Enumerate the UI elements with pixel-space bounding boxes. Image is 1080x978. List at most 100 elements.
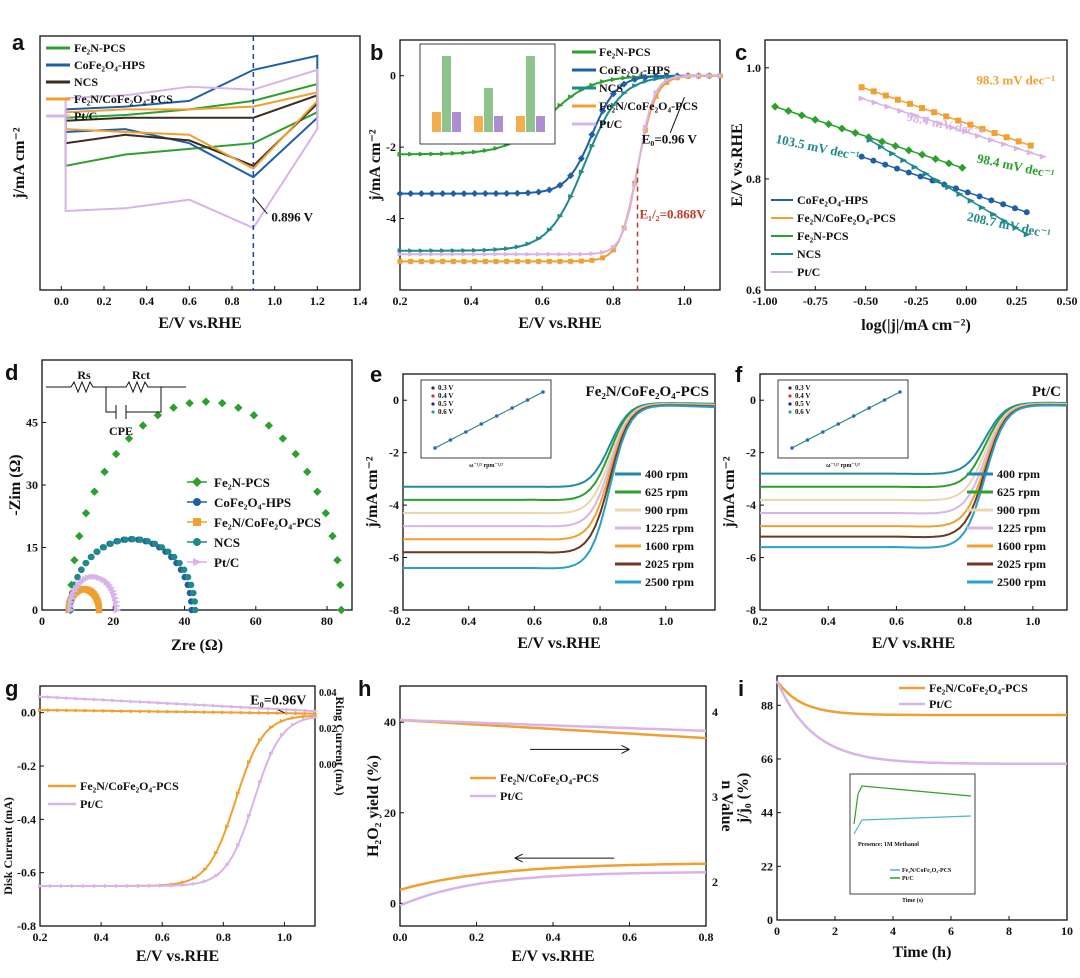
lsv-marker-NCS <box>408 248 415 254</box>
rrde-ring-marker-Fe₂N/CoFe₂O₄-PCS <box>120 709 126 714</box>
stab-inset-annotation: Presence: 1M Methanol <box>858 842 919 848</box>
lsv-marker-NCS <box>461 248 468 254</box>
rrde-ring-marker-Pt/C <box>294 708 300 713</box>
rrde-disk-marker-Pt/C <box>82 883 87 888</box>
rrde-ylabel2: Ring Current (mA) <box>333 696 347 795</box>
eis-point-Fe₂N-PCS <box>333 555 342 565</box>
rrde-disk-marker-Pt/C <box>203 879 208 884</box>
stab-ytick-label: 0 <box>767 913 773 927</box>
tafel-ytick-label: 0.6 <box>746 283 761 297</box>
tafel-point-Pt/C <box>1026 149 1034 156</box>
lsv-marker-Fe₂N-PCS <box>429 151 436 157</box>
lsv-legend-label: NCS <box>599 81 623 95</box>
cv-arrow <box>252 196 268 215</box>
eis-point-Pt/C <box>113 606 122 614</box>
rde-f-title: Pt/C <box>1032 384 1061 400</box>
tafel-point-NCS <box>967 197 975 204</box>
panel-label-c: c <box>735 40 748 65</box>
rrde-legend-label: Fe₂N/CoFe₂O₄-PCS <box>80 779 179 793</box>
eis-legend-label: Pt/C <box>214 555 239 570</box>
rde-e-legend-label: 625 rpm <box>645 485 688 499</box>
rde-e-inset-xlabel: ω⁻¹/² rpm⁻¹/² <box>469 463 503 469</box>
eis-point-NCS <box>187 581 195 589</box>
rde-f-xtick-label: 0.2 <box>753 614 768 628</box>
stab-xtick-label: 6 <box>948 924 954 938</box>
h2o2-arrow-left <box>514 853 615 863</box>
eis-legend-label: Fe₂N/CoFe₂O₄-PCS <box>214 515 321 530</box>
lsv-xtick-label: 0.2 <box>393 294 408 308</box>
lsv-marker-Fe₂N/CoFe₂O₄-PCS <box>397 258 403 264</box>
lsv-marker-Pt/C <box>450 251 457 257</box>
tafel-legend-label: NCS <box>797 247 821 261</box>
tafel-point-CoFe₂O₄-HPS <box>905 169 912 176</box>
rrde-ring-marker-Fe₂N/CoFe₂O₄-PCS <box>276 711 282 716</box>
eis-point-NCS <box>107 540 114 547</box>
tafel-point-CoFe₂O₄-HPS <box>1011 205 1018 212</box>
rde-f-inset-legend-label: 0.6 V <box>795 408 810 416</box>
lsv-xlabel: E/V vs.RHE <box>518 315 601 332</box>
h2o2-ytick-label: 40 <box>384 715 396 729</box>
rrde-ring-marker-Fe₂N/CoFe₂O₄-PCS <box>313 711 318 716</box>
rrde-ring-marker-Pt/C <box>138 699 144 704</box>
rrde-ring-marker-Fe₂N/CoFe₂O₄-PCS <box>56 708 62 713</box>
rde-f-legend-label: 900 rpm <box>997 503 1040 517</box>
rde-e-xtick-label: 0.6 <box>527 614 542 628</box>
lsv-marker-Pt/C <box>472 251 479 257</box>
lsv-frame <box>399 39 721 291</box>
rrde-ring-marker-Pt/C <box>303 708 309 713</box>
rrde-disk-marker-Pt/C <box>269 751 274 756</box>
rde-e-legend-label: 400 rpm <box>645 467 688 481</box>
eis-point-NCS <box>94 548 101 555</box>
eis-legend-label: CoFe₂O₄-HPS <box>214 495 291 510</box>
lsv-marker-Fe₂N-PCS <box>568 94 575 100</box>
rrde-ring-marker-Pt/C <box>258 706 263 711</box>
rrde-disk-marker-Fe₂N/CoFe₂O₄-PCS <box>203 867 208 872</box>
rrde-disk-marker-Fe₂N/CoFe₂O₄-PCS <box>291 715 296 720</box>
rrde-xtick-label: 0.2 <box>33 930 48 944</box>
rde-e-ylabel: j/mA cm⁻² <box>364 456 381 529</box>
rrde-ring-marker-Pt/C <box>102 698 108 703</box>
tafel-point-CoFe₂O₄-HPS <box>976 193 983 200</box>
lsv-legend-label: Fe₂N-PCS <box>599 45 651 59</box>
rrde-ring-marker-Pt/C <box>221 704 227 709</box>
rde-f-inset-xlabel: ω⁻¹/² rpm⁻¹/² <box>826 463 860 469</box>
tafel-point-Pt/C <box>988 137 996 143</box>
stab-xtick-label: 4 <box>890 924 896 938</box>
panel-label-i: i <box>738 676 745 701</box>
rrde-y2tick-label: 0.02 <box>319 724 337 735</box>
stab-ytick-label: 66 <box>761 752 773 766</box>
lsv-marker-Fe₂N/CoFe₂O₄-PCS <box>557 258 563 264</box>
rde-e-inset-point <box>448 438 453 442</box>
cv-xtick-label: 1.4 <box>353 294 368 308</box>
rrde-disk-marker-Pt/C <box>280 732 285 737</box>
rrde-e0-label: E₀=0.96V <box>250 694 306 709</box>
lsv-marker-Fe₂N/CoFe₂O₄-PCS <box>504 258 510 264</box>
lsv-marker-Fe₂N/CoFe₂O₄-PCS <box>514 258 520 264</box>
eis-xtick-label: 40 <box>179 614 191 628</box>
lsv-marker-Fe₂N/CoFe₂O₄-PCS <box>653 93 659 99</box>
rde-e-xtick-label: 0.8 <box>593 614 608 628</box>
stab-xlabel: Time (h) <box>893 944 952 961</box>
cv-legend-label: CoFe₂O₄-HPS <box>74 58 146 72</box>
eis-circuit-label: Rs <box>77 368 91 382</box>
eis-point-Fe₂N-PCS <box>185 398 194 408</box>
lsv-ytick-label: -4 <box>386 212 396 226</box>
tafel-point-Fe₂N-PCS <box>878 137 887 146</box>
lsv-inset-bar <box>494 116 503 132</box>
lsv-marker-NCS <box>418 248 425 254</box>
rde-f-legend-label: 1600 rpm <box>997 539 1046 553</box>
rrde-ring-marker-Pt/C <box>267 706 273 711</box>
rde-e-inset-point <box>525 398 530 402</box>
stab-ytick-label: 88 <box>761 698 773 712</box>
lsv-marker-CoFe₂O₄-HPS <box>524 189 532 197</box>
lsv-marker-Fe₂N-PCS <box>600 79 607 85</box>
tafel-point-Fe₂N/CoFe₂O₄-PCS <box>979 125 986 132</box>
stab-legend-label: Fe₂N/CoFe₂O₄-PCS <box>929 681 1028 695</box>
lsv-marker-Fe₂N/CoFe₂O₄-PCS <box>418 258 424 264</box>
stab-ylabel: j/j₀ (%) <box>735 773 752 825</box>
eis-point-Fe₂N-PCS <box>278 434 288 443</box>
lsv-marker-Pt/C <box>642 124 649 130</box>
lsv-marker-Pt/C <box>440 251 447 257</box>
eis-point-NCS <box>122 536 129 543</box>
eis-point-NCS <box>158 544 166 551</box>
